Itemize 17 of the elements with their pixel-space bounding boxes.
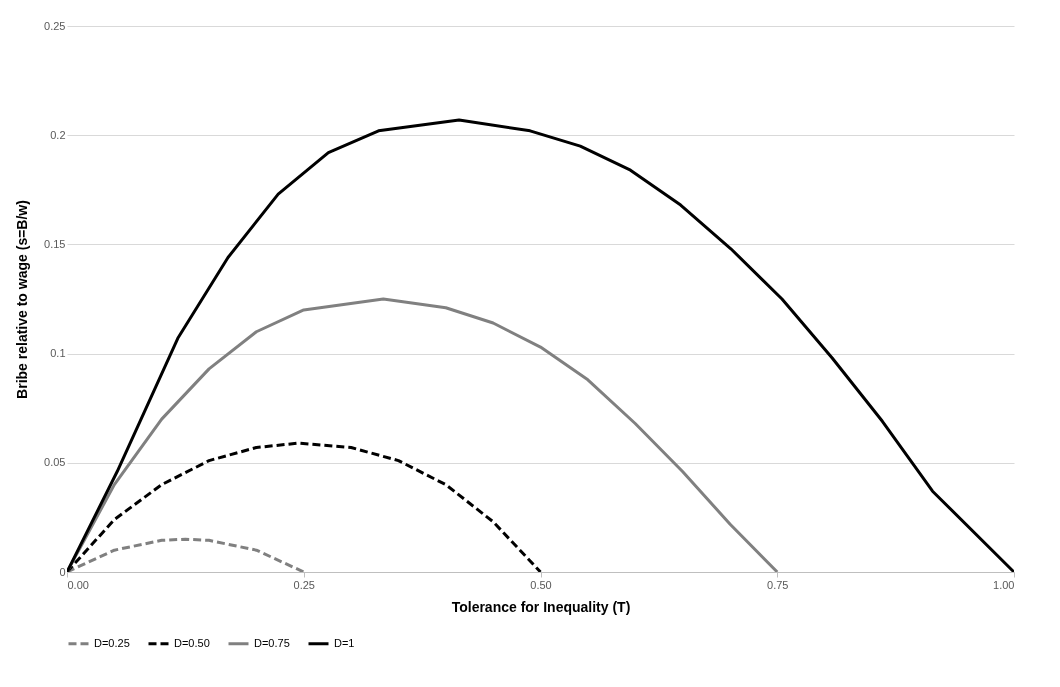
y-axis-title: Bribe relative to wage (s=B/w) bbox=[14, 200, 31, 399]
x-axis-title: Tolerance for Inequality (T) bbox=[451, 598, 631, 615]
legend-label: D=0.75 bbox=[254, 636, 290, 649]
x-tick-label: 0.00 bbox=[67, 578, 89, 591]
x-tick-label: 0.75 bbox=[767, 578, 789, 591]
y-tick-label: 0.25 bbox=[44, 19, 66, 32]
legend-label: D=0.25 bbox=[94, 636, 130, 649]
x-tick-label: 0.50 bbox=[530, 578, 552, 591]
legend-label: D=0.50 bbox=[174, 636, 210, 649]
x-tick-label: 0.25 bbox=[293, 578, 315, 591]
y-tick-label: 0.1 bbox=[50, 347, 66, 360]
x-tick-label: 1.00 bbox=[993, 578, 1015, 591]
y-tick-label: 0 bbox=[59, 565, 66, 578]
y-tick-label: 0.05 bbox=[44, 456, 66, 469]
y-tick-label: 0.15 bbox=[44, 237, 66, 250]
legend-label: D=1 bbox=[334, 636, 355, 649]
y-tick-label: 0.2 bbox=[50, 128, 66, 141]
